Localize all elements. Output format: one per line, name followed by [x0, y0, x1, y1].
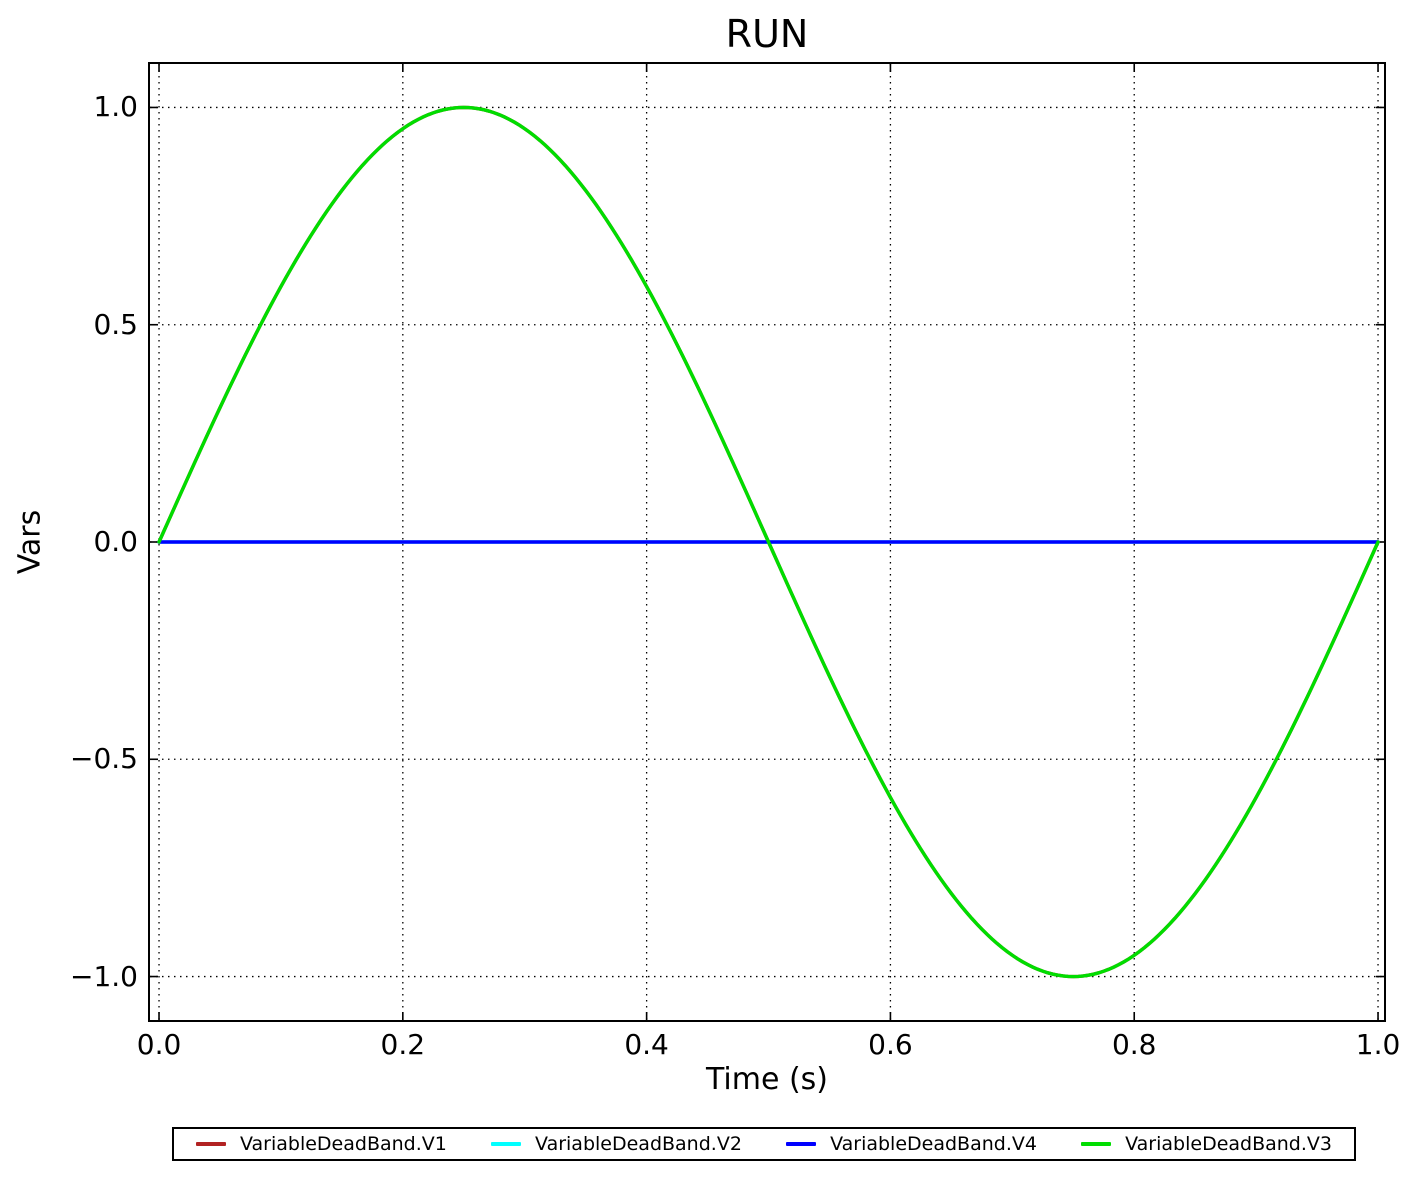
- legend-line-swatch: [1081, 1142, 1112, 1146]
- x-tick-label: 0.8: [1111, 1028, 1157, 1061]
- x-axis-label: Time (s): [706, 1062, 828, 1097]
- legend-line-swatch: [491, 1142, 522, 1146]
- y-tick-label: −1.0: [70, 959, 138, 993]
- legend-item: VariableDeadBand.V2: [491, 1133, 742, 1155]
- y-axis-label: Vars: [12, 509, 48, 575]
- legend-item: VariableDeadBand.V1: [196, 1133, 447, 1155]
- legend-label: VariableDeadBand.V1: [240, 1133, 447, 1155]
- legend-line-swatch: [196, 1142, 226, 1146]
- legend-item: VariableDeadBand.V4: [786, 1133, 1037, 1155]
- plot-area: [148, 62, 1386, 1022]
- plot-canvas: [150, 64, 1384, 1020]
- x-tick-label: 1.0: [1355, 1028, 1401, 1061]
- legend-box: VariableDeadBand.V1 VariableDeadBand.V2 Va…: [172, 1127, 1356, 1161]
- legend-label: VariableDeadBand.V4: [830, 1133, 1037, 1155]
- series-line-VariableDeadBand.V3: [157, 105, 1380, 979]
- legend-line-swatch: [786, 1142, 817, 1146]
- legend-label: VariableDeadBand.V3: [1125, 1133, 1332, 1155]
- legend-item: VariableDeadBand.V3: [1081, 1133, 1332, 1155]
- chart-title: RUN: [725, 12, 809, 56]
- legend-label: VariableDeadBand.V2: [535, 1133, 742, 1155]
- y-tick-label: 1.0: [93, 90, 138, 124]
- y-tick-label: 0.0: [93, 525, 138, 558]
- y-tick-label: −0.5: [70, 742, 138, 776]
- y-tick-label: 0.5: [93, 307, 138, 341]
- x-tick-label: 0.2: [380, 1028, 426, 1061]
- x-tick-label: 0.0: [136, 1028, 182, 1061]
- x-tick-label: 0.6: [868, 1028, 913, 1061]
- x-tick-label: 0.4: [624, 1028, 669, 1061]
